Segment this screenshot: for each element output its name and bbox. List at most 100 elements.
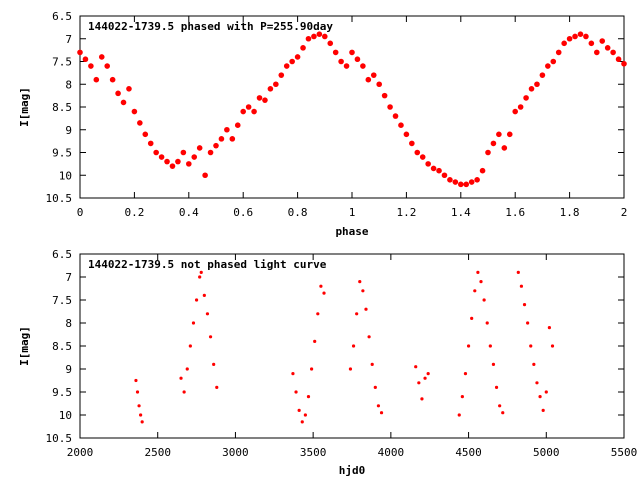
data-point [523, 95, 529, 101]
data-point [457, 413, 461, 417]
data-point [572, 33, 578, 40]
data-point [191, 321, 196, 325]
data-point [142, 131, 149, 138]
y-tick-label: 9 [65, 124, 72, 137]
data-point [417, 381, 421, 385]
data-point [338, 58, 344, 65]
x-tick-label: 0.4 [179, 206, 199, 219]
data-point [529, 344, 533, 348]
y-tick-label: 7 [65, 271, 72, 284]
data-point [365, 76, 372, 83]
y-tick-label: 10 [59, 409, 72, 422]
y-axis-title: I[mag] [18, 326, 31, 366]
data-point [482, 298, 486, 302]
data-point [213, 142, 219, 149]
data-point [535, 381, 539, 385]
data-point [550, 344, 555, 348]
data-point [77, 49, 83, 56]
data-point [93, 76, 100, 83]
data-point [202, 172, 208, 179]
data-point [140, 420, 144, 424]
x-tick-label: 1 [349, 206, 356, 219]
data-point [615, 56, 622, 63]
data-point [309, 367, 314, 371]
data-point [126, 86, 132, 92]
y-tick-label: 7.5 [52, 56, 72, 69]
data-point [289, 58, 295, 65]
data-point [88, 63, 94, 69]
data-point [512, 108, 518, 115]
data-point [409, 140, 415, 147]
data-point [621, 60, 627, 67]
x-tick-label: 2500 [144, 446, 171, 459]
data-point [468, 179, 475, 185]
data-point [547, 326, 551, 330]
data-point [179, 376, 183, 380]
y-tick-label: 6.5 [52, 248, 72, 261]
plot-title: 144022-1739.5 phased with P=255.90day [88, 20, 333, 33]
x-tick-label: 2000 [67, 446, 94, 459]
data-point [115, 90, 121, 97]
plot-frame [79, 15, 625, 199]
data-point [303, 413, 307, 417]
data-point [109, 76, 116, 83]
data-point [351, 344, 356, 348]
data-point [516, 270, 520, 274]
data-point [199, 270, 203, 274]
data-point [137, 404, 141, 408]
x-tick-label: 1.6 [505, 206, 525, 219]
data-point [191, 154, 198, 160]
data-point [473, 289, 477, 293]
data-point [501, 145, 508, 151]
x-tick-label: 2 [621, 206, 628, 219]
data-point [594, 49, 600, 56]
data-point [188, 344, 192, 348]
data-point [599, 38, 606, 44]
data-point [234, 122, 241, 128]
data-point [490, 140, 497, 147]
data-point [198, 275, 202, 279]
x-tick-label: 1.4 [451, 206, 471, 219]
data-series [77, 31, 627, 188]
data-point [294, 390, 298, 394]
data-point [251, 108, 257, 115]
data-point [441, 172, 448, 179]
data-point [458, 181, 464, 188]
data-series [134, 270, 555, 424]
data-point [423, 376, 427, 380]
data-point [426, 372, 430, 376]
data-point [452, 179, 459, 185]
data-point [153, 149, 159, 156]
data-point [506, 131, 513, 138]
x-tick-label: 4500 [455, 446, 482, 459]
data-point [194, 298, 199, 302]
x-tick-label: 0 [77, 206, 84, 219]
x-tick-label: 0.2 [124, 206, 144, 219]
data-point [355, 312, 359, 316]
data-point [202, 293, 206, 297]
x-tick-label: 0.6 [233, 206, 253, 219]
data-point [488, 344, 492, 348]
data-point [376, 81, 383, 88]
data-point [373, 385, 377, 389]
data-point [447, 177, 453, 183]
data-point [463, 181, 470, 188]
data-point [526, 321, 530, 325]
data-point [420, 397, 424, 401]
data-point [403, 131, 410, 138]
data-point [98, 54, 105, 60]
data-point [305, 35, 312, 42]
data-point [224, 126, 230, 133]
data-point [555, 49, 562, 56]
data-point [474, 177, 480, 183]
data-point [300, 420, 304, 424]
y-axis-title: I[mag] [18, 87, 31, 127]
data-point [104, 63, 110, 69]
data-point [207, 149, 214, 156]
data-point [316, 31, 323, 37]
data-point [398, 122, 404, 128]
data-point [348, 367, 353, 371]
data-point [196, 145, 203, 151]
y-tick-label: 8.5 [52, 101, 72, 114]
data-point [419, 154, 426, 160]
